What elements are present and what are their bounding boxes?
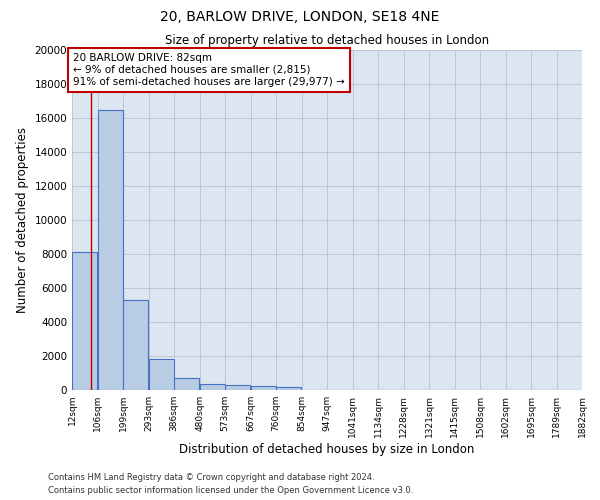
X-axis label: Distribution of detached houses by size in London: Distribution of detached houses by size … bbox=[179, 442, 475, 456]
Text: 20 BARLOW DRIVE: 82sqm
← 9% of detached houses are smaller (2,815)
91% of semi-d: 20 BARLOW DRIVE: 82sqm ← 9% of detached … bbox=[73, 54, 345, 86]
Y-axis label: Number of detached properties: Number of detached properties bbox=[16, 127, 29, 313]
Text: 20, BARLOW DRIVE, LONDON, SE18 4NE: 20, BARLOW DRIVE, LONDON, SE18 4NE bbox=[160, 10, 440, 24]
Bar bbox=[251, 386, 276, 390]
Title: Size of property relative to detached houses in London: Size of property relative to detached ho… bbox=[165, 34, 489, 48]
Bar bbox=[200, 384, 225, 390]
Bar bbox=[123, 300, 148, 390]
Text: Contains HM Land Registry data © Crown copyright and database right 2024.
Contai: Contains HM Land Registry data © Crown c… bbox=[48, 473, 413, 495]
Bar bbox=[72, 252, 97, 390]
Bar bbox=[276, 386, 301, 390]
Bar bbox=[98, 110, 123, 390]
Bar bbox=[174, 378, 199, 390]
Bar bbox=[225, 385, 250, 390]
Bar bbox=[149, 358, 174, 390]
